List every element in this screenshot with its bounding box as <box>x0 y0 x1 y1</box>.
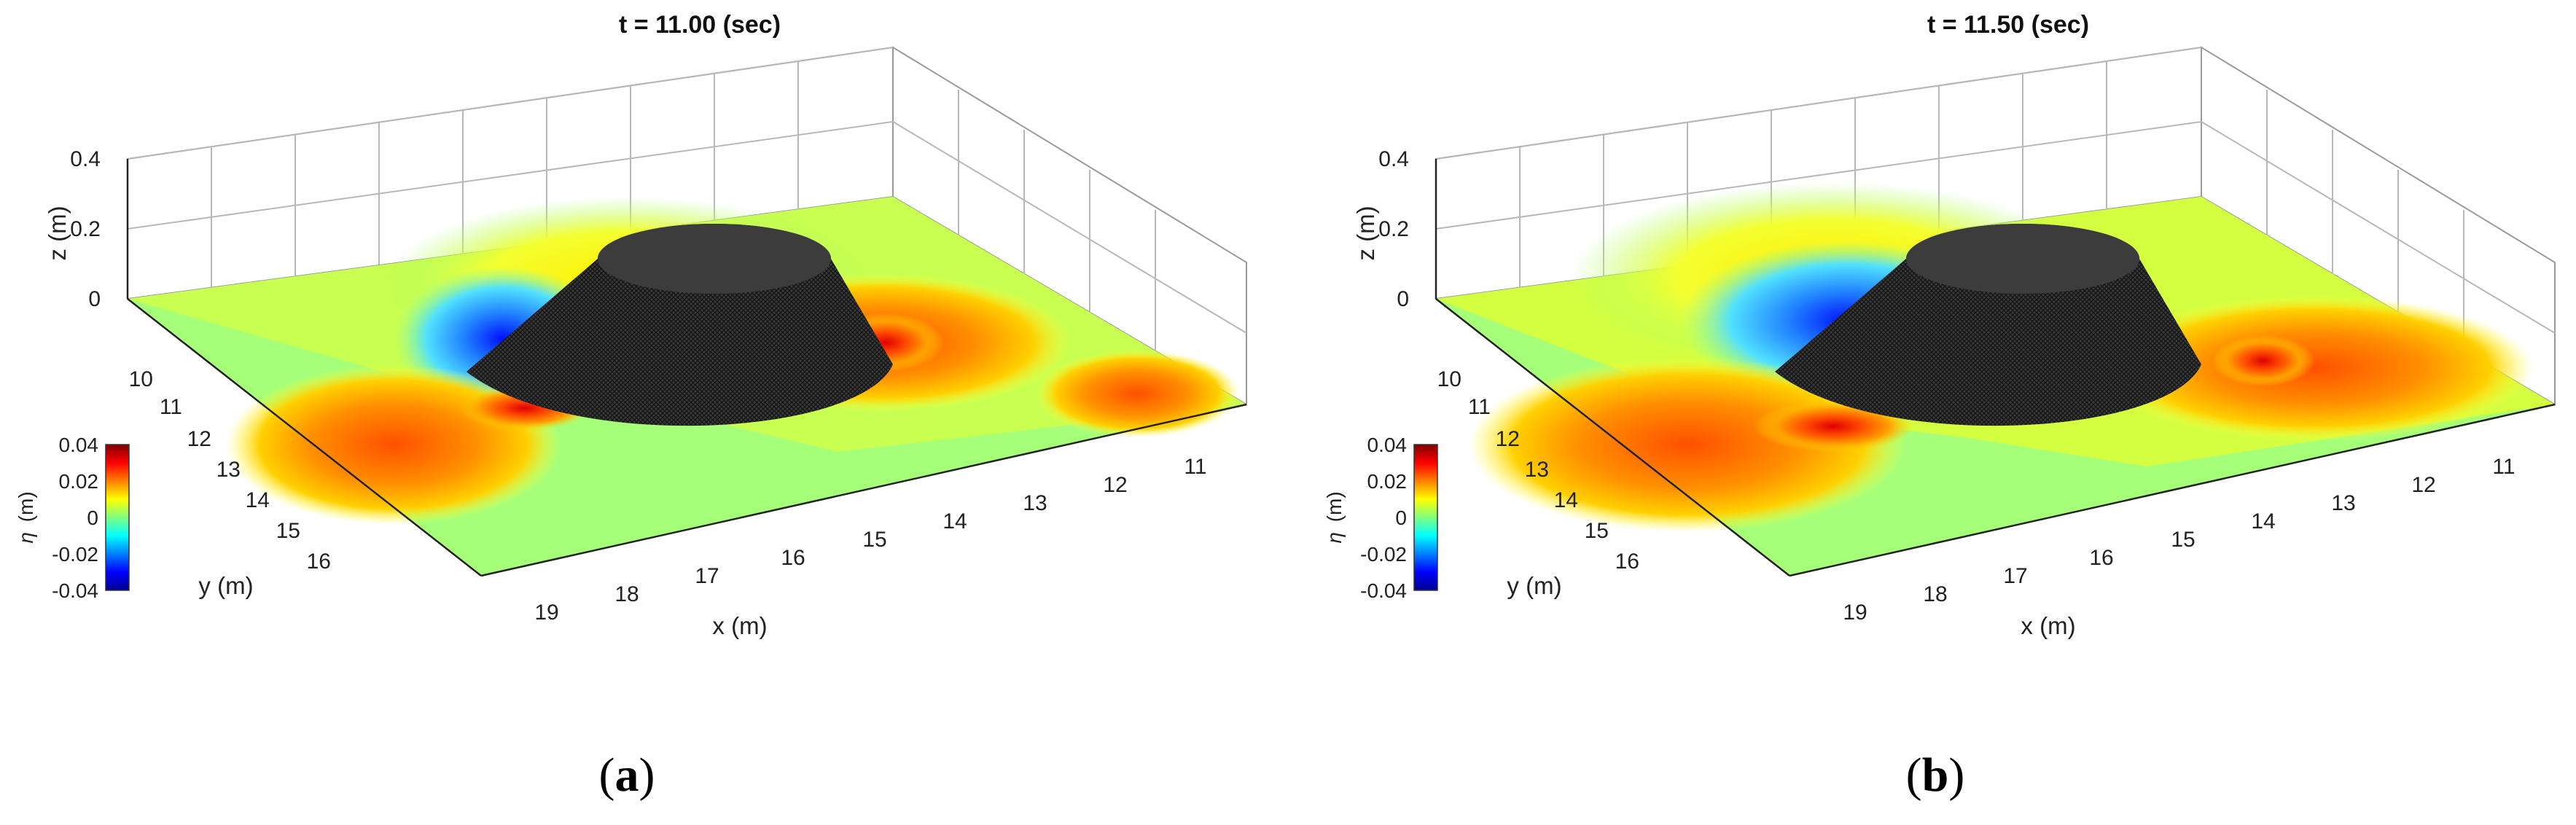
z-tick: 0.2 <box>70 217 101 241</box>
colorbar-tick: 0 <box>87 507 98 529</box>
y-tick: 11 <box>1468 395 1491 419</box>
z-tick: 0.2 <box>1378 217 1409 241</box>
y-tick: 10 <box>1437 367 1461 391</box>
y-ticks-a: 10 11 12 13 14 15 16 <box>129 367 331 574</box>
colorbar-tick: 0.02 <box>1367 470 1408 493</box>
x-tick: 12 <box>2411 473 2435 497</box>
axes-frame-b <box>1435 159 2556 577</box>
z-tick: 0 <box>1397 287 1409 311</box>
panel-a: 0.4 0.2 0 z (m) 10 11 12 13 14 15 16 y (… <box>15 11 1247 802</box>
x-tick: 18 <box>1923 582 1947 606</box>
panel-caption: (a) <box>599 748 655 802</box>
x-tick: 16 <box>2089 546 2113 570</box>
x-tick: 19 <box>1843 601 1867 625</box>
colorbar-label: η (m) <box>1323 491 1346 543</box>
chart-title: t = 11.00 (sec) <box>619 11 781 39</box>
z-tick: 0.4 <box>1378 147 1409 171</box>
y-tick: 16 <box>1615 550 1639 574</box>
x-ticks-a: 19 18 17 16 15 14 13 12 11 <box>534 455 1206 625</box>
y-tick: 11 <box>160 395 182 419</box>
colorbar-tick: -0.04 <box>52 579 98 602</box>
x-tick: 19 <box>534 601 558 625</box>
colorbar-tick: -0.02 <box>1360 543 1407 566</box>
x-ticks-b: 19 18 17 16 15 14 13 12 11 <box>1843 455 2515 625</box>
y-tick: 14 <box>1554 488 1578 512</box>
chart-title: t = 11.50 (sec) <box>1927 11 2089 39</box>
x-tick: 11 <box>2492 455 2515 479</box>
y-tick: 13 <box>1525 458 1549 482</box>
y-tick: 13 <box>216 458 241 482</box>
colorbar-tick: 0.04 <box>1367 434 1408 456</box>
y-tick: 12 <box>1496 427 1520 451</box>
colorbar-tick: -0.02 <box>52 543 98 566</box>
x-axis-label: x (m) <box>2021 612 2075 639</box>
colorbar-a: 0.04 0.02 0 -0.02 -0.04 η (m) <box>15 434 130 602</box>
x-tick: 15 <box>862 528 886 552</box>
x-tick: 14 <box>2251 509 2275 533</box>
island-cone-a <box>467 224 893 426</box>
axes-frame-a <box>126 159 1247 577</box>
island-cone-b <box>1775 224 2201 426</box>
y-tick: 14 <box>246 488 270 512</box>
colorbar-label: η (m) <box>15 491 37 543</box>
colorbar-tick: 0.04 <box>59 434 99 456</box>
x-tick: 15 <box>2171 528 2195 552</box>
z-ticks-a: 0.4 0.2 0 <box>70 147 101 311</box>
z-tick: 0.4 <box>70 147 101 171</box>
z-axis-label: z (m) <box>44 206 71 260</box>
x-tick: 16 <box>781 546 805 570</box>
y-tick: 16 <box>307 550 331 574</box>
z-tick: 0 <box>88 287 101 311</box>
colorbar-tick: -0.04 <box>1360 579 1407 602</box>
panel-caption: (b) <box>1906 748 1965 802</box>
x-tick: 13 <box>1023 491 1047 515</box>
y-tick: 10 <box>129 367 153 391</box>
y-tick: 12 <box>187 427 211 451</box>
x-tick: 11 <box>1184 455 1206 479</box>
x-tick: 17 <box>695 564 719 588</box>
y-axis-label: y (m) <box>198 572 253 599</box>
y-ticks-b: 10 11 12 13 14 15 16 <box>1437 367 1639 574</box>
x-tick: 12 <box>1103 473 1127 497</box>
x-tick: 17 <box>2003 564 2027 588</box>
x-tick: 14 <box>942 509 967 533</box>
y-tick: 15 <box>1585 519 1609 543</box>
x-tick: 13 <box>2331 491 2355 515</box>
z-axis-label: z (m) <box>1352 206 1379 260</box>
colorbar-b: 0.04 0.02 0 -0.02 -0.04 η (m) <box>1323 434 1438 602</box>
axes-box-a <box>127 46 1247 406</box>
y-tick: 15 <box>276 519 300 543</box>
y-axis-label: y (m) <box>1507 572 1561 599</box>
z-ticks-b: 0.4 0.2 0 <box>1378 147 1409 311</box>
colorbar-tick: 0.02 <box>59 470 99 493</box>
colorbar-tick: 0 <box>1395 507 1407 529</box>
x-axis-label: x (m) <box>712 612 767 639</box>
x-tick: 18 <box>614 582 639 606</box>
panel-b: 0.4 0.2 0 z (m) 10 11 12 13 14 15 16 y (… <box>1323 11 2556 802</box>
